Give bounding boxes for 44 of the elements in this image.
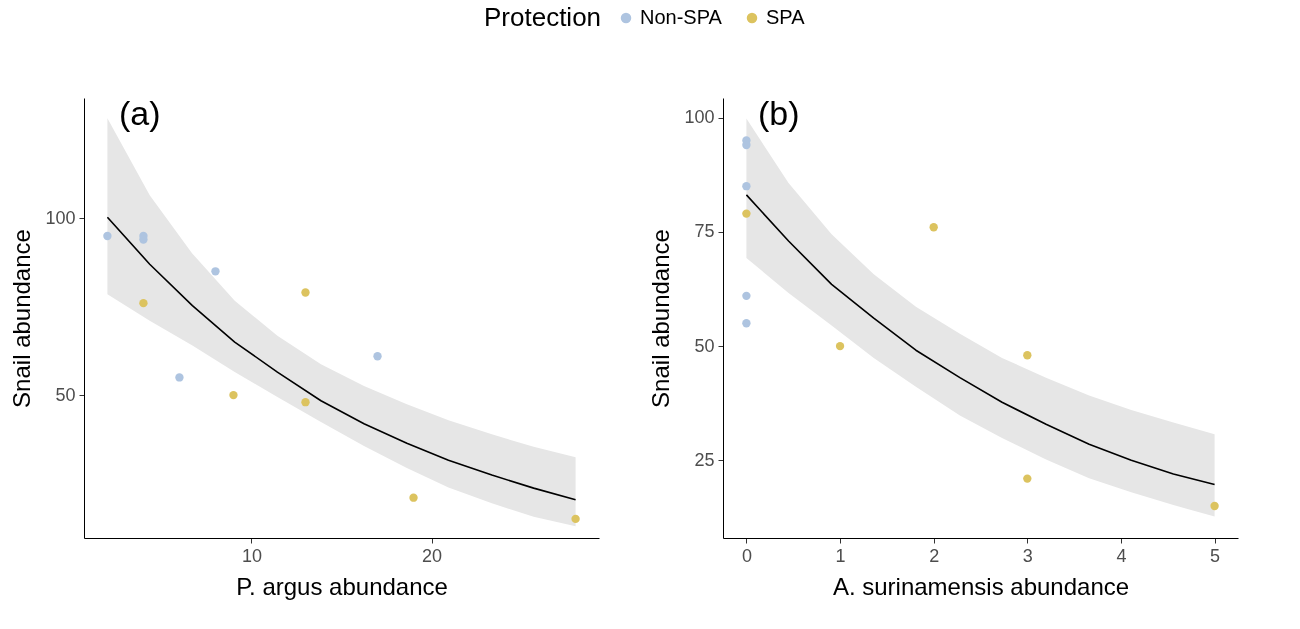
x-tick-label: 0 (741, 545, 752, 566)
annotation: (b) (758, 94, 800, 132)
x-axis-title: P. argus abundance (236, 572, 448, 600)
point (301, 288, 310, 297)
x-tick-label: 3 (1022, 545, 1033, 566)
y-tick-label: 75 (694, 221, 715, 242)
legend-label: Non-SPA (640, 6, 723, 28)
x-axis-title: A. surinamensis abundance (832, 572, 1130, 600)
point (1023, 351, 1032, 360)
line-series (745, 194, 1216, 486)
point (409, 493, 418, 502)
y-axis-title: Snail abundance (8, 229, 36, 408)
x-tick-label: 2 (929, 545, 940, 566)
point (742, 319, 751, 328)
y-tick-label: 100 (45, 207, 76, 228)
y-axis-title: Snail abundance (647, 229, 675, 408)
legend-title: Protection (484, 2, 602, 32)
point (175, 373, 184, 382)
point (929, 223, 938, 232)
y-tick-label: 50 (694, 335, 715, 356)
legend-label: SPA (766, 6, 806, 28)
x-tick-label: 20 (422, 545, 443, 566)
y-tick-label: 25 (694, 449, 715, 470)
point (373, 352, 382, 361)
line-series (106, 216, 577, 501)
point (301, 398, 310, 407)
point (139, 298, 148, 308)
point (742, 182, 751, 191)
point (571, 514, 580, 524)
point (835, 341, 845, 351)
point (742, 209, 751, 218)
point (742, 291, 751, 301)
point (103, 231, 112, 241)
point (1210, 501, 1219, 511)
x-tick-label: 4 (1116, 545, 1127, 566)
point (211, 267, 220, 276)
annotation: (a) (119, 94, 161, 132)
point (1023, 474, 1032, 483)
y-tick-label: 50 (55, 384, 76, 405)
point (229, 390, 238, 400)
x-tick-label: 1 (835, 545, 846, 566)
x-tick-label: 10 (241, 545, 262, 566)
y-tick-label: 100 (684, 107, 715, 128)
x-tick-label: 5 (1210, 545, 1221, 566)
